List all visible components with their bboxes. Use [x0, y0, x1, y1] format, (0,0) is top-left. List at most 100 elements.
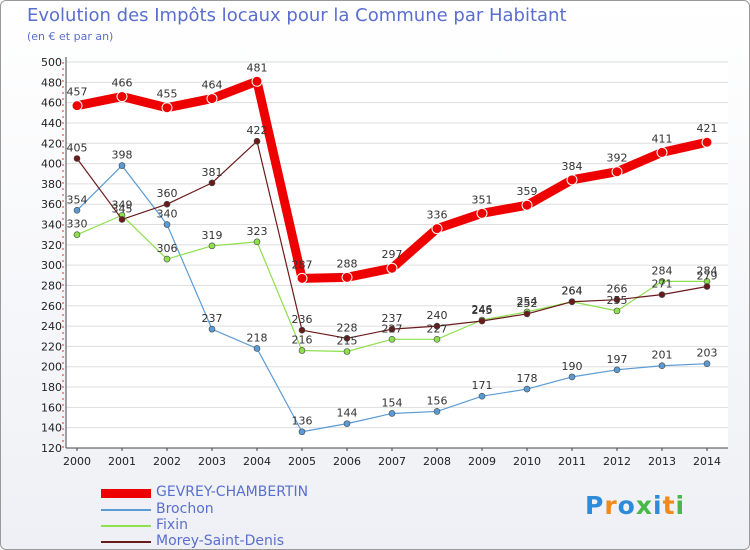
- y-tick-label: 160: [41, 401, 62, 414]
- data-point: [251, 75, 263, 87]
- data-point: [253, 238, 261, 246]
- data-label: 422: [247, 124, 268, 137]
- data-label: 464: [202, 79, 223, 92]
- data-label: 340: [157, 208, 178, 221]
- y-tick-label: 120: [41, 442, 62, 455]
- data-point: [161, 102, 173, 114]
- data-label: 345: [112, 202, 133, 215]
- data-label: 360: [157, 187, 178, 200]
- data-label: 392: [607, 152, 628, 165]
- data-label: 381: [202, 166, 223, 179]
- y-tick-label: 400: [41, 158, 62, 171]
- data-label: 284: [652, 264, 673, 277]
- data-point: [613, 307, 621, 315]
- data-label: 201: [652, 349, 673, 362]
- data-label: 216: [292, 333, 313, 346]
- data-label: 481: [247, 61, 268, 74]
- data-point: [253, 137, 261, 145]
- data-point: [656, 146, 668, 158]
- data-point: [613, 366, 621, 374]
- data-point: [73, 155, 81, 162]
- y-tick-label: 200: [41, 361, 62, 374]
- data-point: [476, 207, 488, 219]
- y-tick-label: 480: [41, 76, 62, 89]
- data-label: 288: [337, 257, 358, 270]
- data-label: 156: [427, 394, 448, 407]
- data-label: 215: [337, 335, 358, 348]
- data-point: [118, 216, 126, 223]
- data-label: 297: [382, 248, 403, 261]
- data-label: 323: [247, 225, 268, 238]
- data-label: 171: [472, 379, 493, 392]
- data-point: [298, 326, 306, 334]
- data-label: 336: [427, 209, 448, 222]
- data-point: [163, 200, 171, 208]
- data-label: 264: [562, 285, 583, 298]
- y-tick-label: 220: [41, 340, 62, 353]
- data-point: [433, 322, 441, 330]
- y-tick-label: 180: [41, 381, 62, 394]
- legend-item: GEVREY-CHAMBERTIN: [101, 484, 361, 501]
- chart-subtitle: (en € et par an): [27, 30, 114, 43]
- data-label: 228: [337, 321, 358, 334]
- legend-label: Brochon: [156, 501, 214, 517]
- data-label: 203: [697, 347, 718, 360]
- data-point: [388, 410, 396, 417]
- data-label: 136: [292, 415, 313, 428]
- data-label: 237: [202, 312, 223, 325]
- data-point: [208, 242, 216, 250]
- y-tick-label: 360: [41, 198, 62, 211]
- y-tick-label: 240: [41, 320, 62, 333]
- data-label: 218: [247, 331, 268, 344]
- y-tick-label: 320: [41, 239, 62, 252]
- data-point: [701, 136, 713, 148]
- data-label: 384: [562, 160, 583, 173]
- legend-swatch: [101, 488, 151, 498]
- x-tick-label: 2014: [693, 455, 721, 468]
- x-tick-label: 2010: [513, 455, 541, 468]
- data-label: 319: [202, 229, 223, 242]
- data-point: [163, 221, 171, 228]
- data-label: 457: [67, 86, 88, 99]
- data-label: 359: [517, 185, 538, 198]
- x-tick-label: 2009: [468, 455, 496, 468]
- data-point: [433, 408, 441, 415]
- x-tick-label: 2006: [333, 455, 361, 468]
- data-point: [521, 199, 533, 211]
- chart-title: Evolution des Impôts locaux pour la Comm…: [27, 5, 567, 26]
- data-point: [73, 231, 81, 238]
- legend-item: Brochon: [101, 501, 361, 518]
- data-label: 354: [67, 193, 88, 206]
- data-point: [116, 91, 128, 103]
- data-label: 236: [292, 313, 313, 326]
- data-label: 279: [697, 269, 718, 282]
- data-point: [478, 392, 486, 400]
- data-point: [658, 291, 666, 298]
- data-label: 154: [382, 396, 403, 409]
- y-tick-label: 380: [41, 178, 62, 191]
- data-label: 264: [562, 285, 583, 298]
- data-label: 287: [292, 258, 313, 271]
- data-label: 349: [112, 198, 133, 211]
- data-label: 197: [607, 353, 628, 366]
- x-tick-label: 2001: [108, 455, 136, 468]
- data-label: 411: [652, 132, 673, 145]
- data-label: 421: [697, 122, 718, 135]
- x-tick-label: 2000: [63, 455, 91, 468]
- x-tick-label: 2002: [153, 455, 181, 468]
- data-point: [388, 325, 396, 333]
- data-point: [386, 262, 398, 274]
- legend-label: Fixin: [156, 517, 188, 533]
- data-point: [208, 325, 216, 333]
- y-tick-label: 260: [41, 300, 62, 313]
- y-tick-label: 300: [41, 259, 62, 272]
- data-point: [208, 179, 216, 187]
- legend-label: GEVREY-CHAMBERTIN: [156, 484, 309, 500]
- y-tick-label: 500: [41, 56, 62, 69]
- data-point: [253, 345, 261, 352]
- data-label: 266: [607, 283, 628, 296]
- data-point: [433, 336, 441, 343]
- data-point: [206, 93, 218, 105]
- legend-swatch: [101, 525, 151, 527]
- data-point: [343, 334, 351, 342]
